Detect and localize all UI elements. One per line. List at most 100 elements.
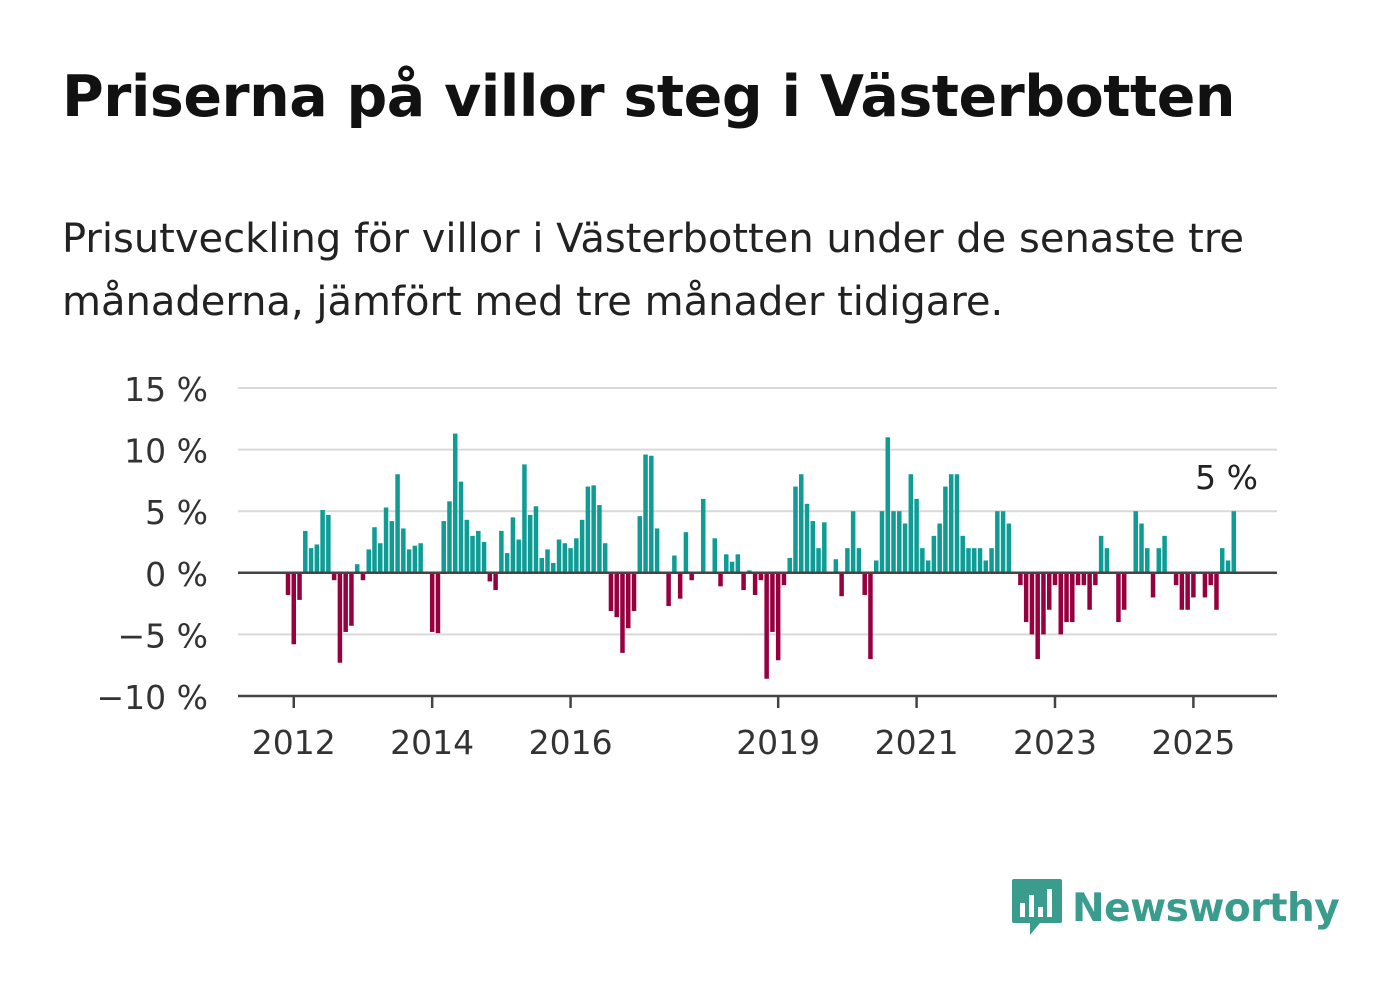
bar [1214,572,1219,610]
bar [406,549,412,573]
bar [1219,548,1225,573]
bar [556,539,562,573]
bar [977,548,983,573]
x-tick-label: 2021 [875,723,959,762]
bar [499,530,504,573]
bar [787,558,792,573]
bar [326,514,331,573]
bar [833,559,839,573]
bar [972,548,977,573]
bar [337,572,343,663]
bar [1116,572,1121,623]
bar [873,560,879,573]
bar [493,572,498,591]
bar [822,522,827,573]
bar [308,548,314,573]
bar [897,511,902,573]
bar [435,572,441,634]
bar [562,543,568,573]
bar [585,486,591,573]
bar [1098,535,1104,573]
x-tick-label: 2025 [1151,723,1235,762]
bar [401,528,406,573]
bar [464,519,470,573]
bar [354,564,360,573]
bar [729,561,735,573]
bar [862,572,867,595]
bar [689,572,694,581]
bar [1029,572,1035,635]
bar [937,523,942,573]
bar [378,543,383,573]
axes [238,571,1277,708]
bar [1006,523,1012,573]
bar [533,506,539,573]
y-tick-label: 10 % [124,432,208,471]
bar [631,572,637,611]
bar [331,572,337,581]
bar [551,562,556,573]
bar [672,555,677,573]
bar [1052,572,1058,586]
bar [1093,572,1098,586]
bar [775,572,781,661]
bar [297,572,302,600]
bar [1156,548,1162,573]
bar [1150,572,1156,598]
bar [579,519,585,573]
bar [487,572,493,582]
bar [389,521,395,573]
bar [447,501,452,573]
bar [1225,560,1231,573]
bar [683,532,689,573]
bar [1191,572,1196,598]
x-tick-label: 2012 [252,723,336,762]
bar [943,486,948,573]
brand-logo: Newsworthy [1010,877,1340,939]
bar [1231,511,1237,573]
bar [608,572,614,611]
bar [1041,572,1046,635]
bar [925,560,931,573]
bar [602,543,608,573]
bar [643,454,648,573]
bar [666,572,671,607]
bar [545,549,550,573]
bar [568,548,573,573]
bar [1173,572,1179,586]
bar [1023,572,1029,623]
bar [516,539,521,573]
bar [291,572,297,645]
bar [966,548,971,573]
bar [752,572,758,595]
x-tick-label: 2019 [736,723,820,762]
bar [770,572,775,632]
bar [758,572,764,581]
chart-title: Priserna på villor steg i Västerbotten [62,64,1235,130]
x-tick-label: 2014 [390,723,474,762]
bar [343,572,348,632]
grid-lines [238,387,1277,636]
bar [395,474,400,573]
bar [320,509,325,573]
bar [418,543,423,573]
bar [522,464,527,573]
bar [476,530,481,573]
bar [1121,572,1127,610]
y-tick-label: 0 % [145,555,208,594]
bar [452,433,458,573]
bar [914,498,919,573]
bar [902,523,908,573]
bar [1179,572,1185,610]
bar [470,535,475,573]
bar [741,572,746,591]
bar [1104,548,1110,573]
bar-chart: 15 % 10 % 5 % 0 % −5 % −10 % 2012 2014 2016 2019 2… [97,370,1277,762]
bar [1075,572,1081,586]
bar [360,572,366,581]
x-tick-label: 2016 [529,723,613,762]
bar [614,572,619,618]
chart-subtitle: Prisutveckling för villor i Västerbotten… [62,216,1245,325]
bar [366,549,371,573]
bar [810,521,816,573]
